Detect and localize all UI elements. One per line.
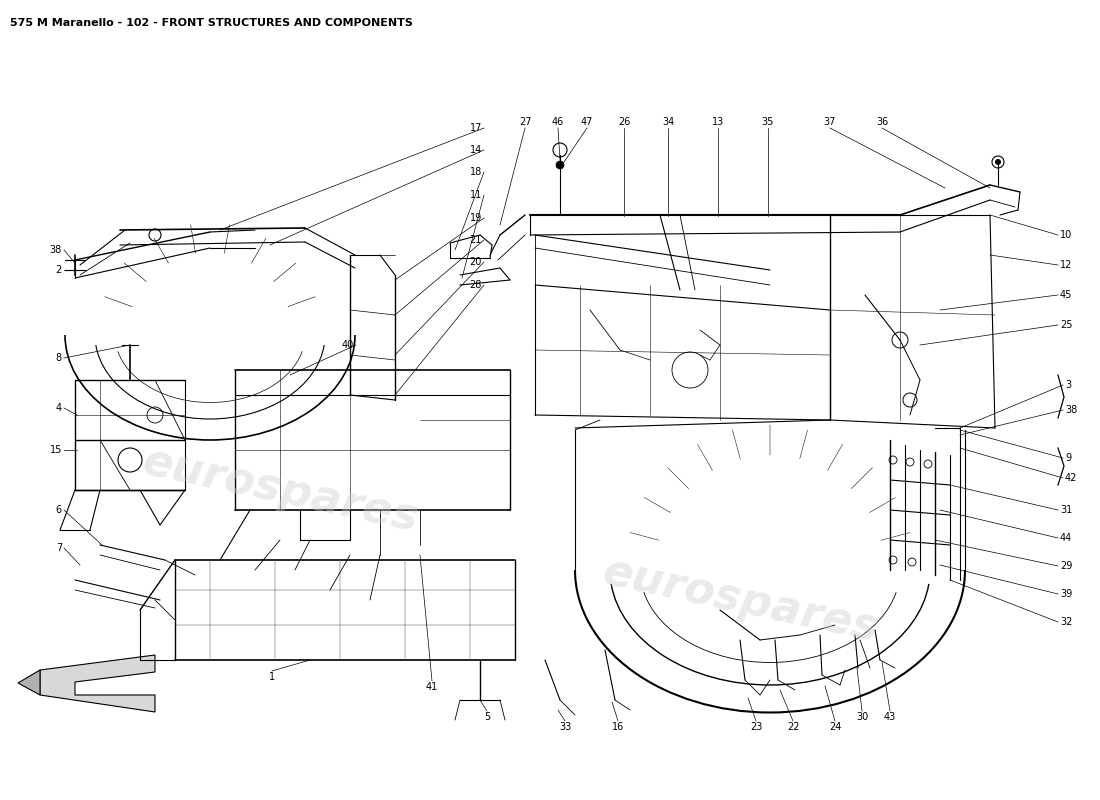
Text: 5: 5 [484,712,491,722]
Text: 7: 7 [56,543,62,553]
Text: 15: 15 [50,445,62,455]
Text: 27: 27 [519,117,531,127]
Text: 34: 34 [662,117,674,127]
Text: 28: 28 [470,280,482,290]
Text: 1: 1 [268,672,275,682]
Text: 16: 16 [612,722,624,732]
Circle shape [996,159,1001,165]
Text: 24: 24 [828,722,842,732]
Text: 30: 30 [856,712,868,722]
Text: 17: 17 [470,123,482,133]
Text: 26: 26 [618,117,630,127]
Text: 11: 11 [470,190,482,200]
Circle shape [556,161,564,169]
Text: 40: 40 [342,340,354,350]
Text: 22: 22 [786,722,800,732]
Text: 6: 6 [56,505,62,515]
Text: eurospares: eurospares [138,440,422,540]
Text: 20: 20 [470,257,482,267]
Text: 2: 2 [56,265,62,275]
Text: 32: 32 [1060,617,1072,627]
Text: 45: 45 [1060,290,1072,300]
Text: 10: 10 [1060,230,1072,240]
Text: 38: 38 [1065,405,1077,415]
Text: 46: 46 [552,117,564,127]
Text: 9: 9 [1065,453,1071,463]
Text: 47: 47 [581,117,593,127]
Text: 38: 38 [50,245,62,255]
Text: 42: 42 [1065,473,1077,483]
Text: 12: 12 [1060,260,1072,270]
Text: 8: 8 [56,353,62,363]
Text: 18: 18 [470,167,482,177]
Polygon shape [40,655,155,712]
Text: 14: 14 [470,145,482,155]
Text: 33: 33 [559,722,571,732]
Text: 36: 36 [876,117,888,127]
Text: 3: 3 [1065,380,1071,390]
Text: 19: 19 [470,213,482,223]
Text: 37: 37 [824,117,836,127]
Text: 39: 39 [1060,589,1072,599]
Polygon shape [18,670,40,695]
Text: 23: 23 [750,722,762,732]
Text: 31: 31 [1060,505,1072,515]
Text: 21: 21 [470,235,482,245]
Text: 29: 29 [1060,561,1072,571]
Text: 25: 25 [1060,320,1072,330]
Text: 4: 4 [56,403,62,413]
Text: 35: 35 [762,117,774,127]
Text: 41: 41 [426,682,438,692]
Text: 44: 44 [1060,533,1072,543]
Text: 13: 13 [712,117,724,127]
Text: 43: 43 [884,712,896,722]
Text: 575 M Maranello - 102 - FRONT STRUCTURES AND COMPONENTS: 575 M Maranello - 102 - FRONT STRUCTURES… [10,18,412,28]
Text: eurospares: eurospares [598,550,882,650]
